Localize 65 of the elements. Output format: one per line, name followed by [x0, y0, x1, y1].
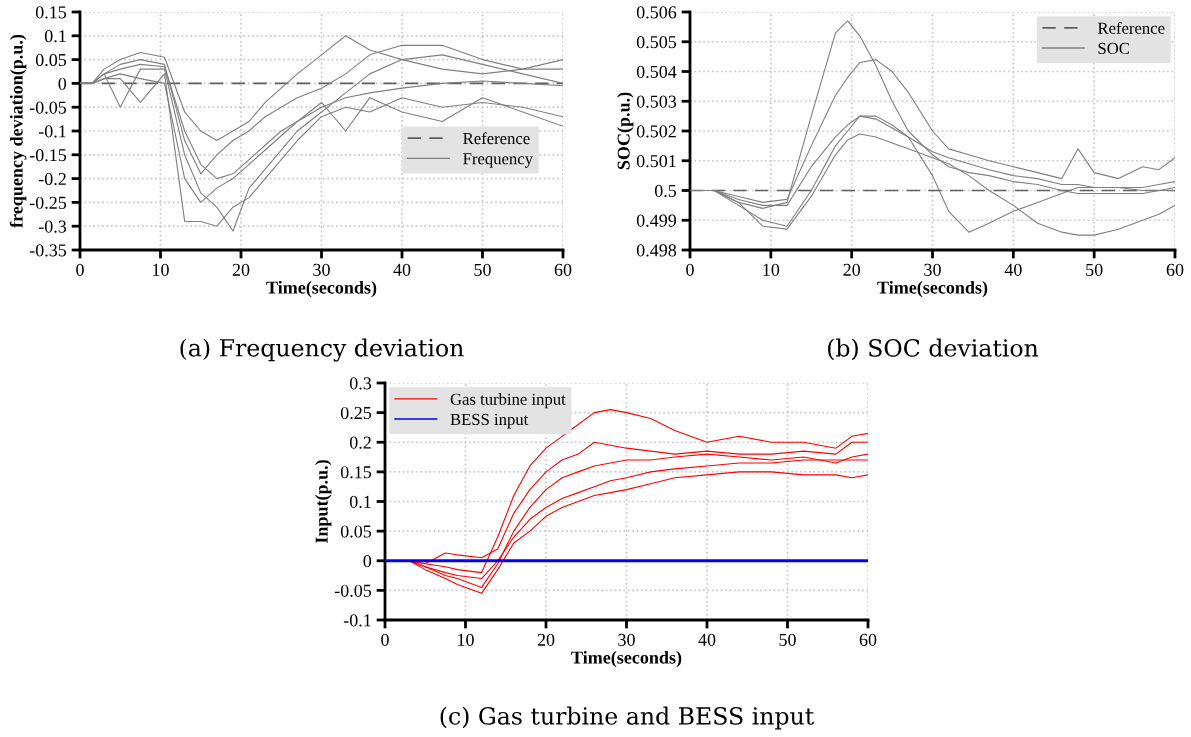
x-tick-label: 0	[381, 633, 389, 646]
y-tick-label: -0.1	[343, 614, 371, 627]
y-tick-label: -0.35	[29, 244, 67, 257]
y-tick-label: 0.5	[654, 184, 677, 198]
y-tick-label: 0.506	[636, 6, 677, 19]
x-tick-label: 20	[537, 633, 555, 646]
y-tick-label: 0.504	[636, 65, 677, 79]
y-tick-label: -0.2	[38, 172, 66, 186]
x-tick-label: 40	[698, 633, 716, 646]
legend-label: Frequency	[463, 153, 533, 168]
x-tick-label: 30	[618, 633, 635, 646]
y-tick-label: 0.505	[636, 36, 677, 49]
legend-label: SOC	[1098, 42, 1129, 55]
y-tick-label: -0.25	[29, 196, 67, 209]
y-tick-label: 0.25	[340, 406, 372, 420]
y-tick-label: 0.05	[35, 53, 67, 67]
text: (c) Gas turbine and BESS input	[440, 706, 815, 730]
x-tick-label: 60	[859, 633, 877, 646]
x-tick-label: 50	[474, 263, 491, 276]
x-tick-label: 40	[393, 263, 411, 276]
y-tick-label: 0.05	[340, 525, 372, 538]
x-tick-label: 0	[686, 263, 694, 276]
y-tick-label: 0	[363, 555, 372, 568]
x-tick-label: 10	[153, 263, 169, 276]
x-axis-title: Time(seconds)	[266, 280, 377, 298]
y-axis-title: SOC(p.u.)	[617, 92, 634, 170]
y-tick-label: 0.15	[35, 6, 67, 19]
x-tick-label: 30	[313, 263, 330, 276]
y-tick-label: -0.15	[29, 149, 67, 162]
y-tick-label: 0.503	[636, 95, 677, 108]
legend-label: Reference	[1097, 21, 1165, 34]
y-tick-label: -0.05	[29, 101, 67, 114]
y-tick-label: -0.05	[334, 584, 372, 597]
x-tick-label: 60	[1166, 263, 1184, 276]
x-tick-label: 20	[843, 263, 861, 276]
y-tick-label: -0.3	[38, 220, 67, 233]
legend-label: Gas turbine input	[450, 393, 566, 409]
y-axis-title: frequency deviation(p.u.)	[9, 34, 27, 228]
y-tick-label: -0.1	[38, 125, 66, 138]
y-axis-title: Input(p.u.)	[315, 460, 332, 544]
y-tick-label: 0.502	[636, 125, 676, 138]
text: (b) SOC deviation	[828, 338, 1039, 361]
x-tick-label: 10	[458, 633, 474, 646]
y-tick-label: 0.1	[44, 30, 66, 43]
legend-label: Reference	[463, 132, 530, 145]
x-tick-label: 60	[554, 263, 572, 276]
y-tick-label: 0.15	[340, 466, 372, 479]
x-tick-label: 0	[76, 263, 84, 276]
y-tick-label: 0.3	[349, 377, 372, 390]
y-tick-label: 0.1	[349, 495, 371, 509]
x-axis-title: Time(seconds)	[571, 650, 682, 668]
legend-label: BESS input	[450, 413, 529, 429]
y-tick-label: 0.501	[636, 155, 676, 168]
y-tick-label: 0	[58, 77, 67, 90]
x-axis-title: Time(seconds)	[877, 280, 988, 298]
text: (a) Frequency deviation	[180, 338, 464, 362]
x-tick-label: 10	[763, 263, 780, 276]
y-tick-label: 0.2	[349, 436, 371, 449]
x-tick-label: 30	[924, 263, 941, 276]
x-tick-label: 20	[232, 263, 250, 276]
y-tick-label: 0.498	[636, 244, 677, 257]
x-tick-label: 40	[1004, 263, 1022, 276]
y-tick-label: 0.499	[636, 214, 677, 227]
x-tick-label: 50	[779, 633, 796, 646]
x-tick-label: 50	[1086, 263, 1103, 276]
